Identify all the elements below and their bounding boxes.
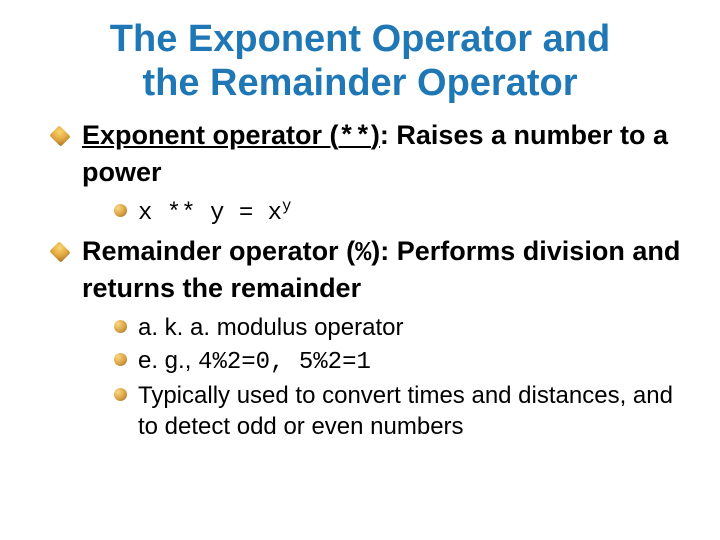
title-line-2: the Remainder Operator <box>143 62 578 104</box>
remainder-heading-code: % <box>355 239 371 269</box>
exponent-code: x ** y = xy <box>138 200 291 227</box>
exponent-sublist: x ** y = xy <box>82 196 690 229</box>
slide-title: The Exponent Operator and the Remainder … <box>30 18 690 105</box>
remainder-heading-pre: Remainder operator ( <box>82 236 355 266</box>
remainder-usage: Typically used to convert times and dist… <box>116 380 690 442</box>
exponent-heading-underlined: Exponent operator (**) <box>82 120 380 150</box>
remainder-aka: a. k. a. modulus operator <box>116 312 690 343</box>
item-exponent: Exponent operator (**): Raises a number … <box>58 119 690 229</box>
title-line-1: The Exponent Operator and <box>110 18 610 60</box>
exponent-formula: x ** y = xy <box>116 196 690 229</box>
item-remainder: Remainder operator (%): Performs divisio… <box>58 235 690 442</box>
remainder-sublist: a. k. a. modulus operator e. g., 4%2=0, … <box>82 312 690 443</box>
remainder-example: e. g., 4%2=0, 5%2=1 <box>116 345 690 378</box>
bullet-list-level-1: Exponent operator (**): Raises a number … <box>30 119 690 442</box>
